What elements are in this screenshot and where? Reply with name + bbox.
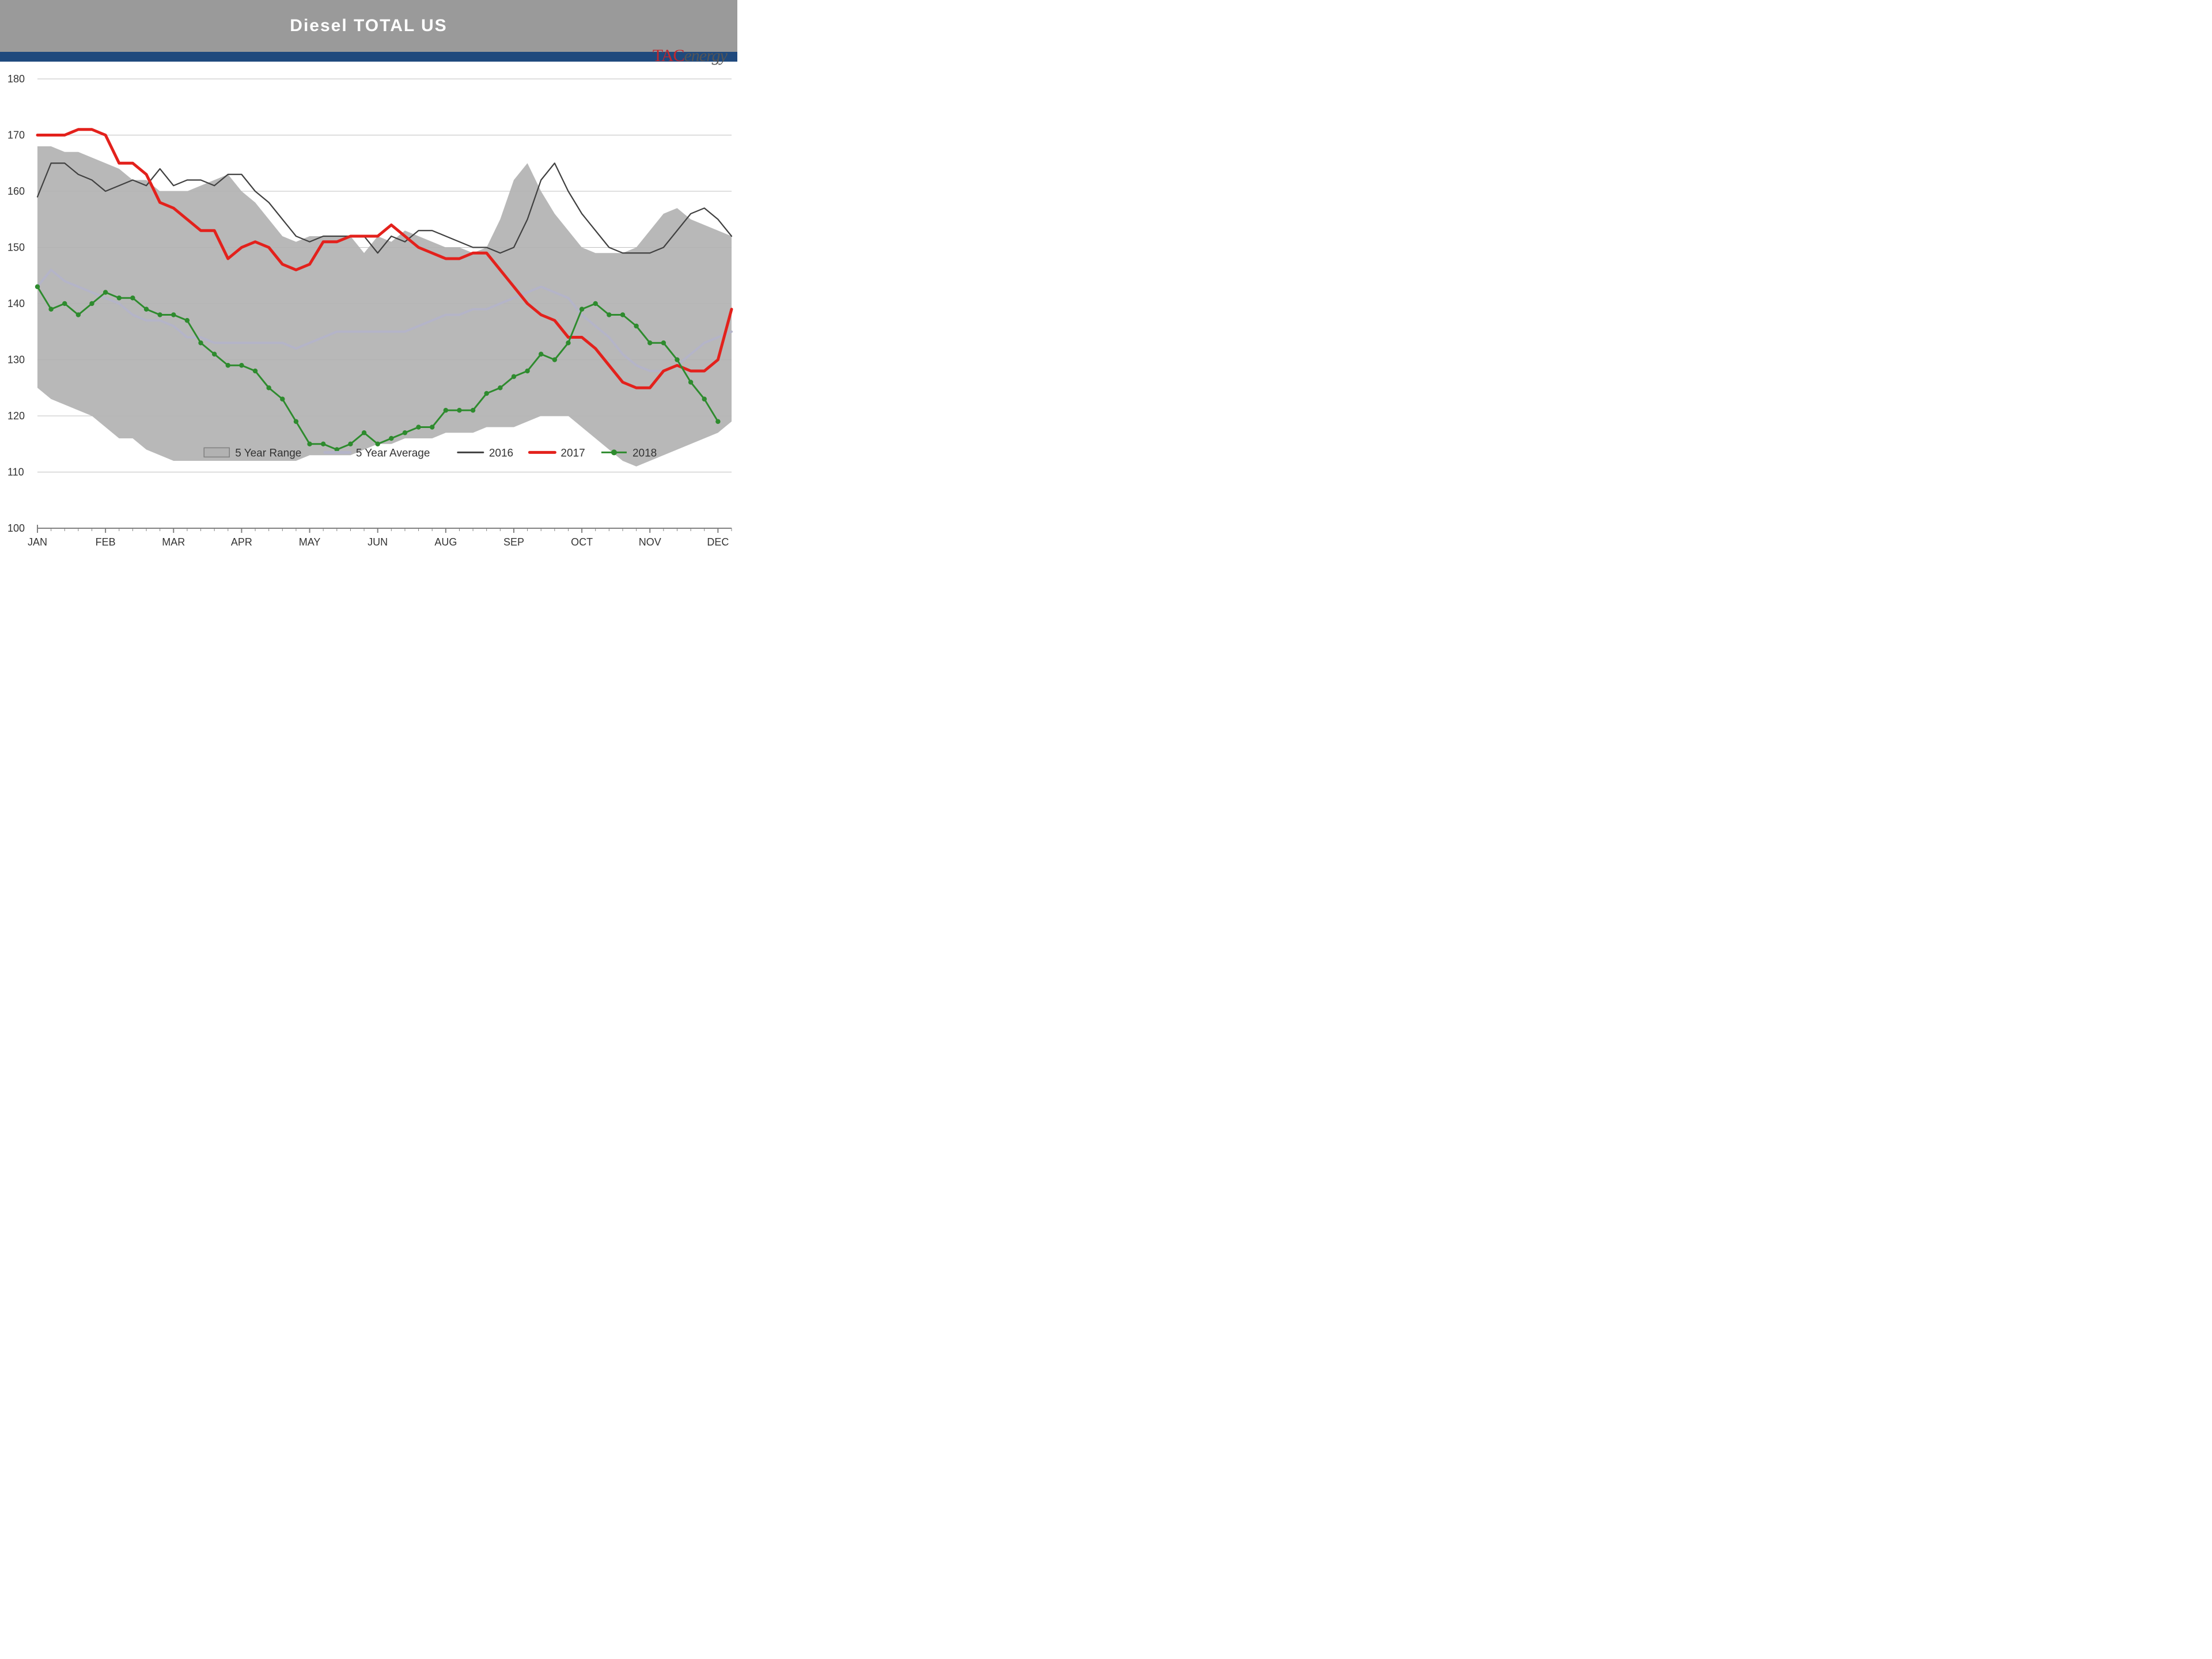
series-marker	[348, 442, 353, 446]
chart-page: Diesel TOTAL US TACenergy 100 110 120 130 14…	[0, 0, 737, 553]
x-tick-label: SEP	[503, 536, 524, 548]
x-tick-label: NOV	[639, 536, 661, 548]
series-marker	[498, 385, 502, 390]
series-marker	[375, 442, 380, 446]
y-tick-label: 160	[7, 185, 25, 197]
series-marker	[430, 425, 434, 429]
y-tick-label: 120	[7, 410, 25, 422]
series-marker	[157, 312, 162, 317]
series-marker	[307, 442, 312, 446]
series-marker	[212, 352, 217, 357]
series-marker	[294, 419, 298, 424]
y-tick-label: 170	[7, 130, 25, 141]
series-marker	[76, 312, 81, 317]
legend-label: 5 Year Average	[356, 447, 430, 459]
series-marker	[403, 430, 407, 435]
series-marker	[280, 397, 285, 402]
legend-label: 2017	[560, 447, 585, 459]
series-marker	[239, 363, 244, 368]
series-marker	[321, 442, 325, 446]
x-tick-label: JAN	[28, 536, 47, 548]
legend-label: 5 Year Range	[235, 447, 301, 459]
series-marker	[89, 301, 94, 306]
series-marker	[607, 312, 611, 317]
tac-energy-logo: TACenergy	[653, 46, 727, 66]
series-marker	[552, 357, 557, 362]
series-marker	[688, 380, 693, 384]
series-marker	[702, 397, 707, 402]
series-marker	[253, 369, 257, 373]
series-marker	[579, 307, 584, 312]
series-marker	[593, 301, 598, 306]
series-marker	[198, 340, 203, 345]
series-marker	[539, 352, 543, 357]
chart-area: 100 110 120 130 140 150 160 170 180 JAN FEB MAR APR M…	[0, 62, 737, 553]
y-tick-label: 140	[7, 298, 25, 309]
series-marker	[525, 369, 529, 373]
series-marker	[185, 318, 190, 323]
legend-label: 2018	[632, 447, 657, 459]
series-marker	[35, 285, 40, 289]
logo-energy: energy	[684, 46, 727, 65]
five-year-range-band	[37, 146, 732, 467]
x-tick-label: MAR	[162, 536, 185, 548]
series-marker	[389, 436, 393, 441]
series-marker	[226, 363, 230, 368]
blue-stripe	[0, 52, 737, 62]
series-marker	[444, 408, 448, 412]
x-tick-label: JUN	[368, 536, 388, 548]
series-marker	[647, 340, 652, 345]
title-bar: Diesel TOTAL US	[0, 0, 737, 52]
series-marker	[416, 425, 421, 429]
series-marker	[130, 296, 135, 300]
series-marker	[471, 408, 475, 412]
series-marker	[715, 419, 720, 424]
series-marker	[634, 324, 638, 328]
series-marker	[512, 374, 516, 379]
x-tick-label: FEB	[96, 536, 116, 548]
series-marker	[117, 296, 122, 300]
y-tick-label: 110	[7, 467, 24, 478]
chart-title: Diesel TOTAL US	[290, 16, 447, 36]
chart-svg: 100 110 120 130 140 150 160 170 180 JAN FEB MAR APR M…	[0, 62, 737, 553]
series-marker	[661, 340, 666, 345]
x-tick-label: DEC	[707, 536, 729, 548]
y-tick-label: 130	[7, 354, 25, 366]
y-tick-label: 100	[7, 522, 25, 534]
y-tick-label: 180	[7, 73, 25, 85]
series-marker	[266, 385, 271, 390]
legend: 5 Year Range 5 Year Average 2016 2017 2018	[204, 447, 657, 459]
series-marker	[362, 430, 366, 435]
series-marker	[144, 307, 149, 312]
x-tick-label: OCT	[571, 536, 593, 548]
legend-label: 2016	[489, 447, 513, 459]
series-marker	[62, 301, 67, 306]
series-marker	[171, 312, 176, 317]
series-marker	[103, 290, 108, 294]
series-marker	[620, 312, 625, 317]
series-marker	[457, 408, 461, 412]
x-tick-label: AUG	[434, 536, 457, 548]
series-marker	[566, 340, 570, 345]
x-tick-label: APR	[231, 536, 252, 548]
y-tick-label: 150	[7, 242, 25, 253]
logo-tac: TAC	[653, 46, 684, 65]
x-tick-label: MAY	[299, 536, 321, 548]
series-marker	[675, 357, 679, 362]
series-marker	[48, 307, 53, 312]
series-marker	[484, 391, 489, 396]
